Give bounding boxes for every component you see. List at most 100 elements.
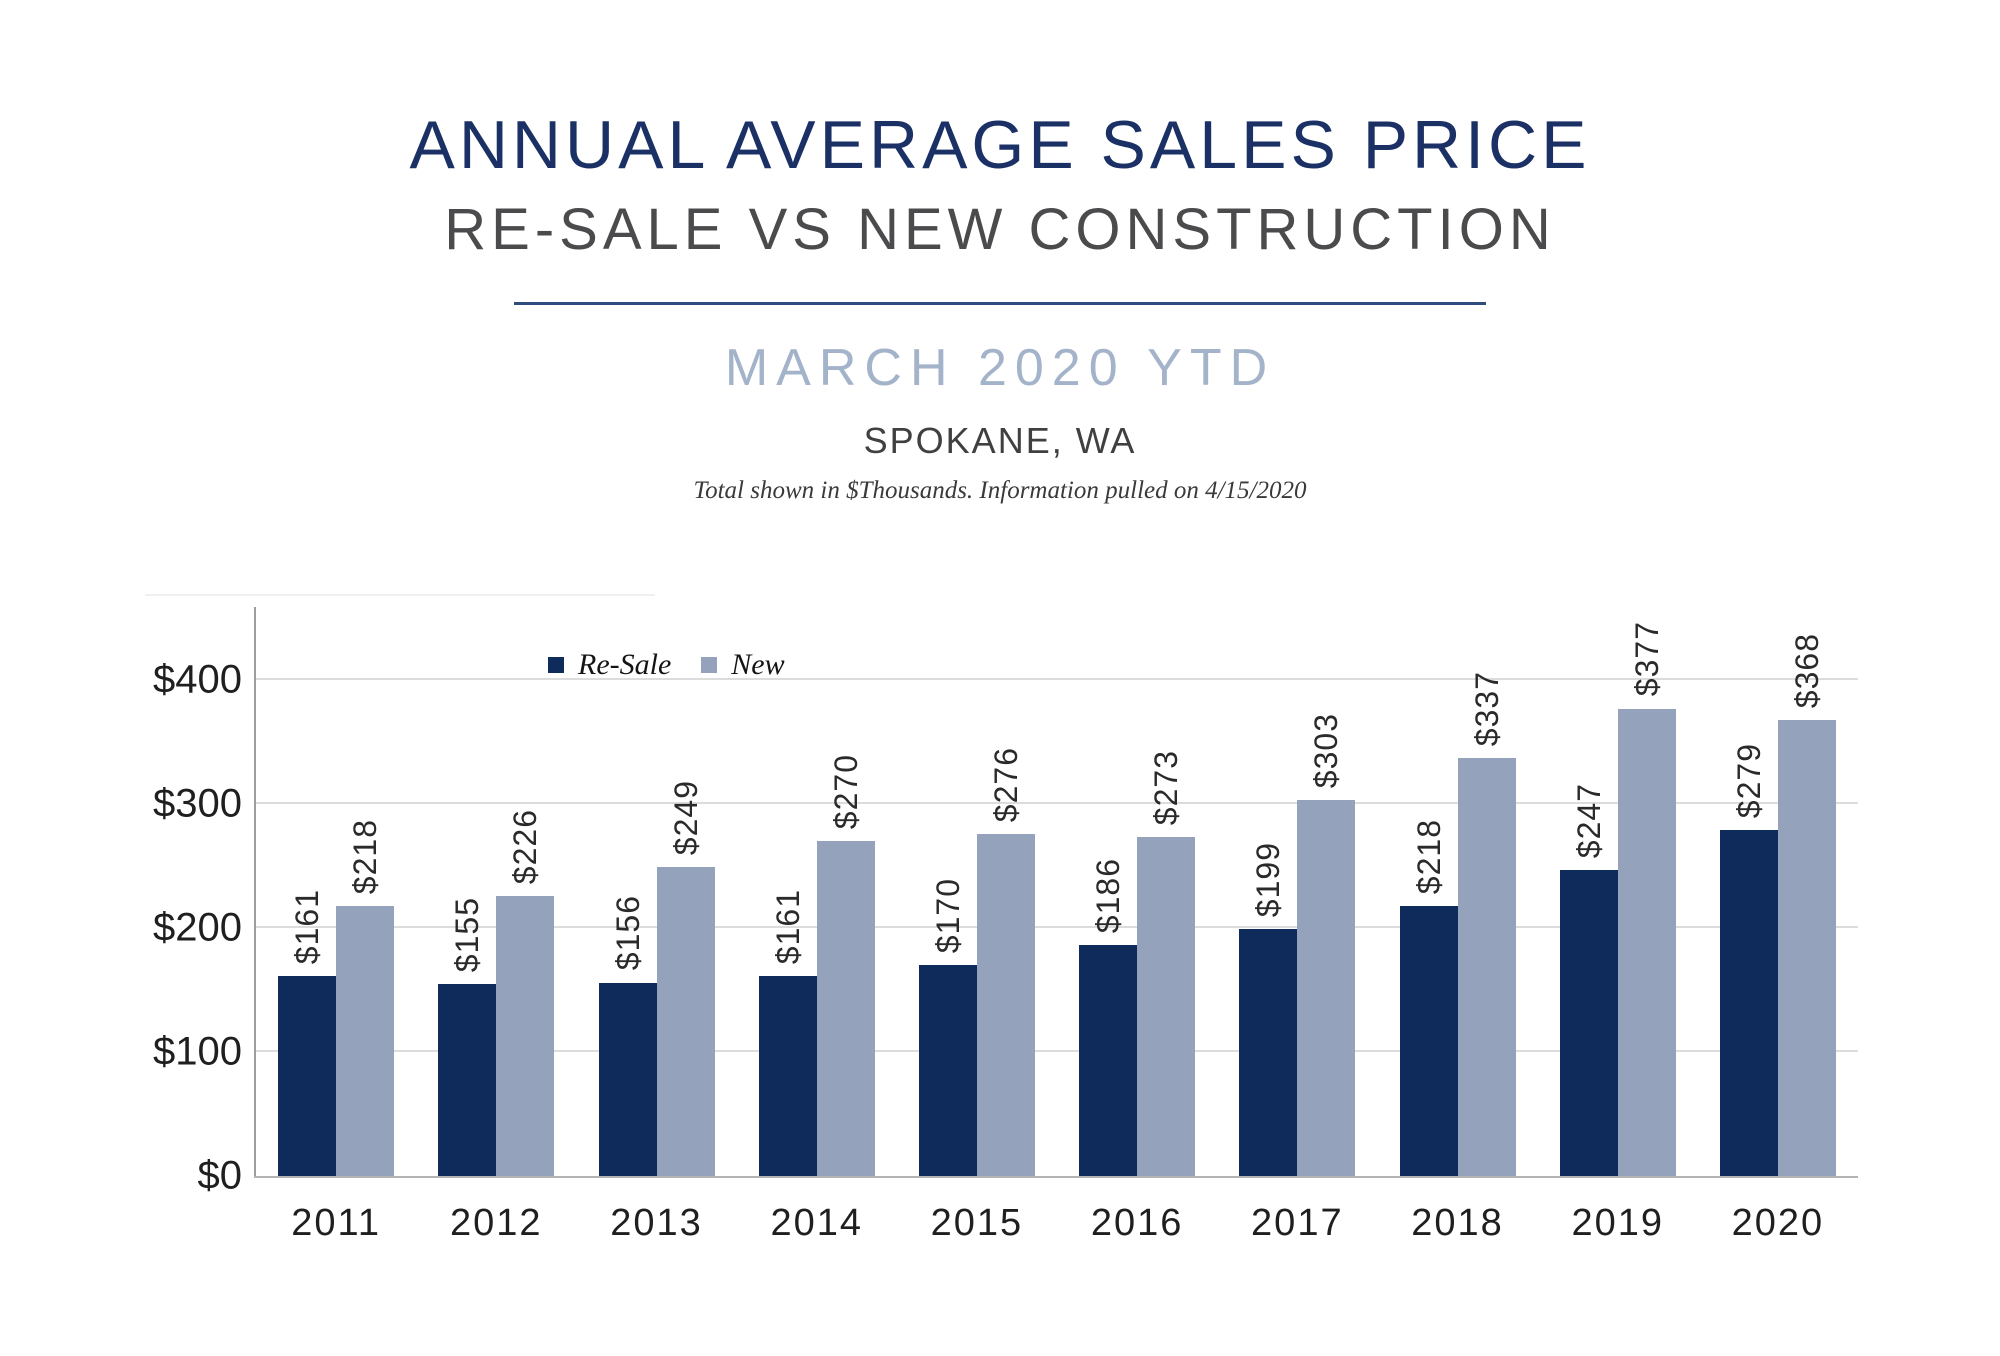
bar-new-2011: [336, 905, 395, 1176]
gridline-$300: [256, 802, 1858, 804]
bar-wrap-re-sale-2013: $156: [598, 895, 657, 1176]
bar-value-label: $161: [769, 889, 806, 965]
resale-swatch-icon: [548, 657, 564, 673]
x-axis-label-2018: 2018: [1411, 1202, 1504, 1244]
legend-item-new: New: [701, 648, 785, 682]
bar-wrap-new-2013: $249: [656, 780, 715, 1176]
bar-value-label: $249: [667, 780, 704, 856]
x-axis-label-2013: 2013: [610, 1202, 703, 1244]
location-label: SPOKANE, WA: [863, 420, 1137, 461]
bar-value-label: $303: [1308, 713, 1345, 789]
bar-wrap-re-sale-2020: $279: [1719, 742, 1778, 1176]
bar-wrap-new-2016: $273: [1137, 750, 1196, 1176]
bar-group-2020: $279 $368: [1698, 607, 1858, 1176]
bar-value-label: $377: [1628, 621, 1665, 697]
x-axis-label-2015: 2015: [930, 1202, 1024, 1244]
bar-value-label: $247: [1570, 782, 1607, 858]
bar-new-2012: [496, 895, 555, 1176]
bar-value-label: $170: [929, 878, 966, 954]
bar-wrap-new-2019: $377: [1617, 621, 1676, 1176]
x-axis-label-2019: 2019: [1571, 1202, 1664, 1244]
bar-re-sale-2020: [1719, 830, 1778, 1176]
bar-new-2013: [656, 867, 715, 1176]
bar-wrap-re-sale-2015: $170: [918, 878, 977, 1176]
legend-item-resale: Re-Sale: [548, 648, 671, 682]
bar-value-label: $199: [1250, 842, 1287, 918]
bar-group-2011: $161 $218: [256, 607, 416, 1176]
bar-value-label: $155: [449, 896, 486, 972]
bar-value-label: $337: [1468, 670, 1505, 747]
bar-group-2012: $155 $226: [416, 607, 576, 1176]
bar-value-label: $218: [347, 818, 384, 894]
bar-wrap-new-2014: $270: [816, 754, 875, 1176]
bar-wrap-new-2020: $368: [1777, 632, 1836, 1176]
period-label: MARCH 2020 YTD: [724, 339, 1276, 397]
y-axis-tick-label: $300: [153, 781, 242, 826]
bar-wrap-re-sale-2017: $199: [1239, 842, 1298, 1176]
bar-value-label: $279: [1730, 742, 1767, 819]
bar-value-label: $186: [1090, 858, 1127, 934]
bar-wrap-re-sale-2012: $155: [438, 896, 497, 1176]
bar-value-label: $276: [987, 746, 1024, 822]
x-axis-label-2020: 2020: [1731, 1202, 1825, 1244]
bar-re-sale-2017: [1239, 929, 1298, 1176]
x-axis-line: [254, 1176, 1858, 1178]
bar-new-2018: [1457, 758, 1516, 1176]
bar-new-2017: [1297, 800, 1356, 1176]
bar-wrap-re-sale-2016: $186: [1079, 858, 1138, 1176]
y-axis-tick-label: $200: [153, 905, 242, 950]
y-axis-tick-label: $0: [197, 1153, 243, 1198]
page-subtitle: RE-SALE VS NEW CONSTRUCTION: [444, 197, 1556, 262]
bar-group-2013: $156 $249: [576, 607, 736, 1176]
bar-wrap-new-2018: $337: [1457, 670, 1516, 1176]
bar-new-2019: [1617, 708, 1676, 1176]
chart-legend: Re-Sale New: [548, 648, 785, 682]
footnote-text: Total shown in $Thousands. Information p…: [693, 477, 1307, 504]
bar-group-2014: $161 $270: [737, 607, 897, 1176]
bar-group-2017: $199 $303: [1217, 607, 1377, 1176]
bar-new-2016: [1137, 837, 1196, 1176]
bar-value-label: $156: [609, 895, 646, 971]
page-title: ANNUAL AVERAGE SALES PRICE: [409, 107, 1591, 183]
bar-re-sale-2012: [438, 983, 497, 1176]
bar-group-2019: $247 $377: [1538, 607, 1698, 1176]
x-axis-label-2014: 2014: [770, 1202, 863, 1244]
bar-re-sale-2011: [278, 976, 337, 1176]
bar-re-sale-2015: [918, 965, 977, 1176]
chart-frame-edge: [145, 594, 655, 596]
bar-re-sale-2014: [758, 976, 817, 1176]
gridline-$400: [256, 678, 1858, 680]
x-axis-label-2016: 2016: [1090, 1202, 1184, 1244]
x-axis-label-2011: 2011: [291, 1202, 381, 1244]
bar-value-label: $270: [827, 754, 864, 830]
bar-wrap-re-sale-2014: $161: [758, 889, 817, 1176]
bar-groups: $161 $218 $155 $226 $156 $249 $161 $270 $170 $276…: [256, 607, 1858, 1176]
legend-label-resale: Re-Sale: [578, 648, 672, 681]
y-axis-line: [254, 607, 256, 1176]
bar-re-sale-2016: [1079, 945, 1138, 1176]
bar-group-2018: $218 $337: [1377, 607, 1537, 1176]
bar-wrap-new-2015: $276: [976, 746, 1035, 1176]
title-divider-line: [514, 302, 1486, 305]
bar-new-2015: [976, 833, 1035, 1176]
new-swatch-icon: [701, 657, 718, 673]
bar-wrap-re-sale-2011: $161: [278, 889, 337, 1176]
bar-re-sale-2013: [598, 982, 657, 1176]
gridline-$100: [256, 1050, 1858, 1052]
bar-value-label: $218: [1410, 818, 1447, 894]
bar-new-2020: [1777, 719, 1836, 1176]
bar-group-2015: $170 $276: [897, 607, 1057, 1176]
bar-value-label: $226: [507, 808, 544, 884]
bar-group-2016: $186 $273: [1057, 607, 1217, 1176]
bar-re-sale-2018: [1399, 905, 1458, 1176]
bar-wrap-new-2011: $218: [336, 818, 395, 1176]
bar-wrap-re-sale-2018: $218: [1399, 818, 1458, 1176]
x-axis-label-2012: 2012: [450, 1202, 543, 1244]
bar-value-label: $368: [1788, 632, 1825, 708]
legend-label-new: New: [731, 648, 785, 681]
x-axis-label-2017: 2017: [1251, 1202, 1344, 1244]
gridline-$200: [256, 926, 1858, 928]
bar-wrap-new-2017: $303: [1297, 713, 1356, 1176]
bar-value-label: $161: [289, 889, 326, 965]
